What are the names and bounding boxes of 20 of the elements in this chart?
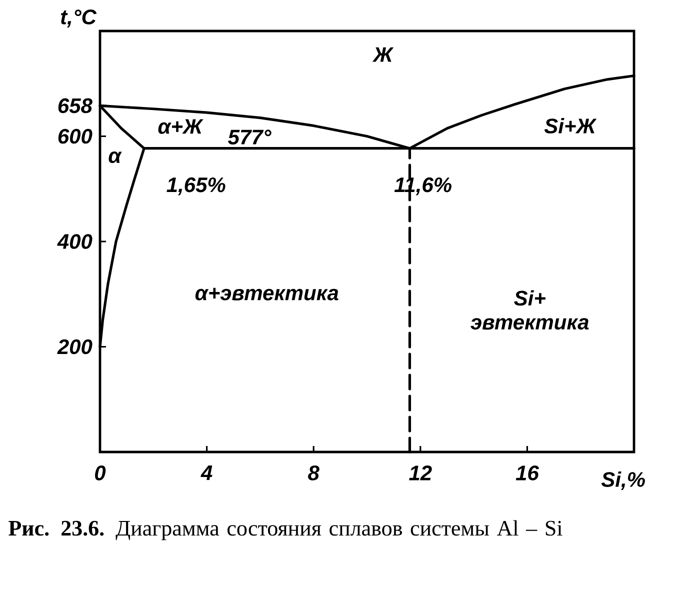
x-tick-label: 8 bbox=[308, 466, 320, 480]
y-tick-label: 200 bbox=[57, 339, 92, 354]
annotation: Ж bbox=[372, 47, 394, 62]
x-tick-label: 12 bbox=[409, 466, 432, 480]
x-tick-label: 4 bbox=[200, 466, 212, 480]
text: Рис. 23.6. Диаграмма состояния сплавов системы Al – Si bbox=[8, 520, 562, 540]
annotation: Si+Ж bbox=[544, 118, 597, 134]
x-tick-label: 16 bbox=[516, 466, 539, 480]
y-tick-label: 658 bbox=[58, 98, 92, 114]
annotation: α bbox=[108, 152, 122, 164]
x-tick-label: 0 bbox=[95, 466, 106, 480]
y-axis-title: t,°C bbox=[60, 10, 97, 28]
y-tick-label: 400 bbox=[57, 234, 92, 249]
x-axis-title: Si,% bbox=[601, 472, 645, 490]
annotation: α+Ж bbox=[158, 119, 204, 134]
annotation: 577° bbox=[228, 130, 272, 144]
y-tick-label: 600 bbox=[58, 128, 92, 144]
annotation: 1,65% bbox=[166, 177, 226, 196]
annotation: Si+ эвтектика bbox=[470, 290, 589, 330]
annotation: α+эвтектика bbox=[195, 288, 338, 300]
